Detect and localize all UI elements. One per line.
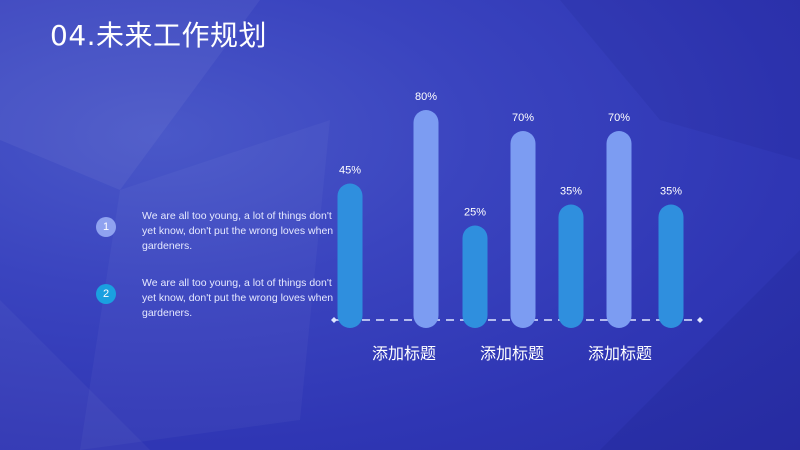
value-label: 35% (560, 186, 582, 198)
bar (413, 110, 439, 328)
bar (462, 225, 488, 328)
value-label: 35% (660, 186, 682, 198)
value-label: 25% (464, 207, 486, 219)
number-badge: 1 (96, 217, 116, 237)
bar (337, 183, 363, 328)
bar (558, 204, 584, 328)
baseline-end-marker (697, 317, 703, 323)
slide-title: 04.未来工作规划 (50, 19, 268, 52)
bar (606, 131, 632, 328)
value-label: 80% (415, 91, 437, 103)
item-text: We are all too young, a lot of things do… (142, 210, 334, 252)
value-label: 70% (512, 112, 534, 124)
category-label: 添加标题 (372, 344, 436, 363)
bar (510, 131, 536, 328)
value-label: 70% (608, 112, 630, 124)
category-label: 添加标题 (480, 344, 544, 363)
category-label: 添加标题 (588, 344, 652, 363)
bar (658, 204, 684, 328)
number-badge: 2 (96, 284, 116, 304)
baseline-end-marker (331, 317, 337, 323)
item-text: We are all too young, a lot of things do… (142, 277, 334, 319)
value-label: 45% (339, 165, 361, 177)
